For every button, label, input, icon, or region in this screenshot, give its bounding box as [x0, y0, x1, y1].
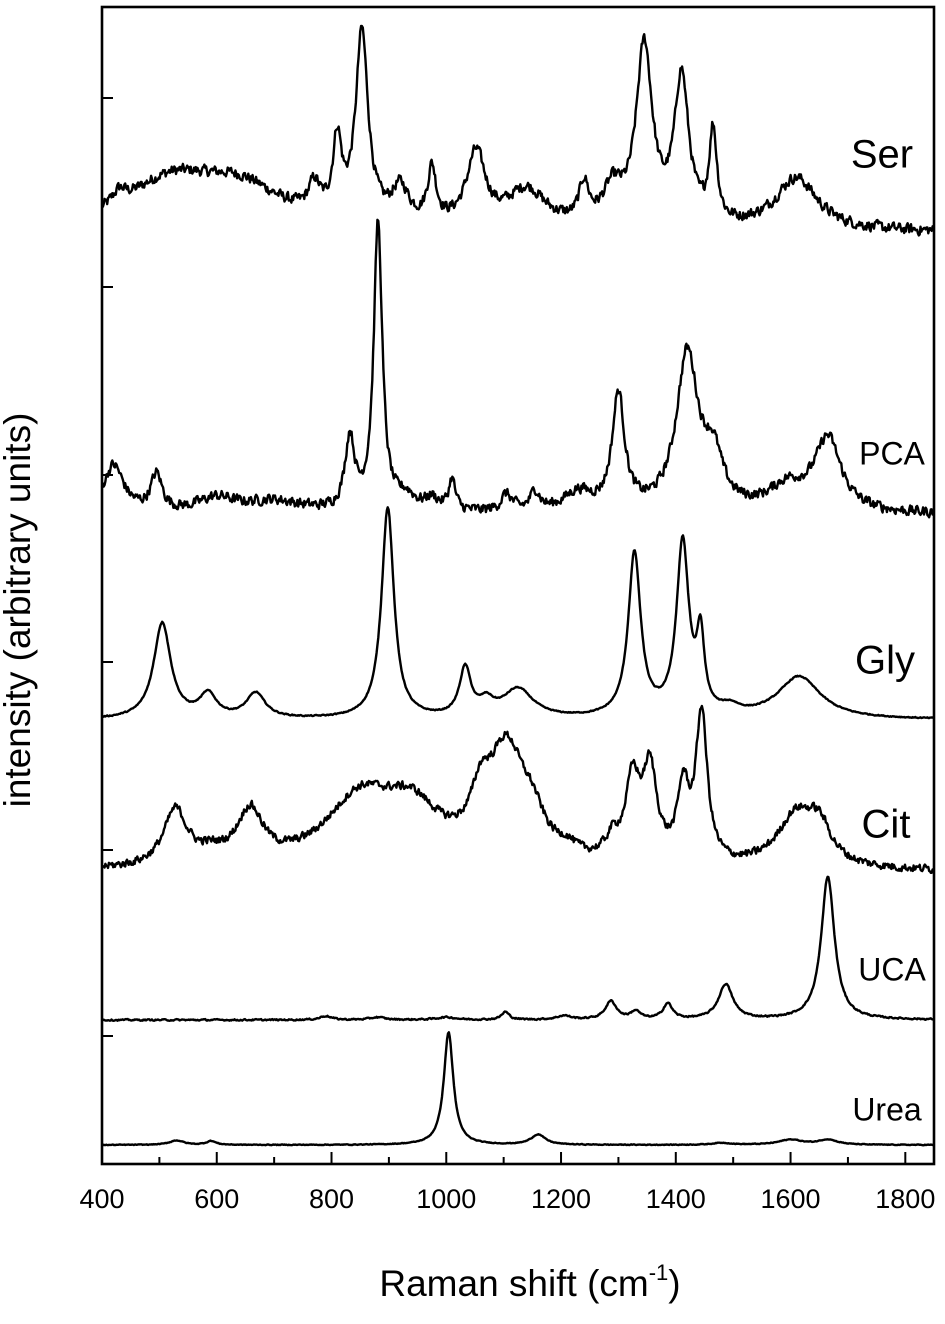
series-label-ser: Ser [851, 133, 913, 177]
series-label-cit: Cit [862, 803, 911, 847]
series-line-pca [100, 218, 935, 519]
x-tick-label: 600 [194, 1184, 239, 1214]
x-tick-label: 1600 [761, 1184, 821, 1214]
series-line-uca [101, 875, 934, 1022]
y-axis-ticks [102, 97, 113, 1037]
series-label-gly: Gly [855, 639, 915, 683]
series-line-cit [101, 704, 935, 874]
x-tick-label: 1400 [646, 1184, 706, 1214]
x-axis-label-close: ) [668, 1263, 680, 1304]
series-label-urea: Urea [852, 1091, 922, 1127]
x-tick-label: 1000 [416, 1184, 476, 1214]
series-label-uca: UCA [858, 951, 926, 987]
x-tick-label: 1800 [875, 1184, 935, 1214]
x-axis-ticks: 400 600 800 1000 1200 1400 1600 1800 [79, 1152, 935, 1214]
series-line-gly [101, 506, 935, 720]
plot-frame [100, 5, 936, 1166]
series-label-pca: PCA [859, 435, 925, 471]
y-axis-label: intensity (arbitrary units) [0, 413, 38, 808]
series-line-urea [101, 1031, 934, 1147]
x-axis-label: Raman shift (cm-1) [379, 1260, 680, 1304]
series-line-ser [100, 24, 935, 237]
series-labels: Ser PCA Gly Cit UCA Urea [851, 133, 927, 1128]
x-tick-label: 400 [79, 1184, 124, 1214]
spectra-traces [100, 24, 935, 1147]
x-tick-label: 800 [309, 1184, 354, 1214]
x-tick-label: 1200 [531, 1184, 591, 1214]
x-axis-label-main: Raman shift (cm [379, 1263, 648, 1304]
x-axis-label-superscript: -1 [649, 1260, 669, 1285]
